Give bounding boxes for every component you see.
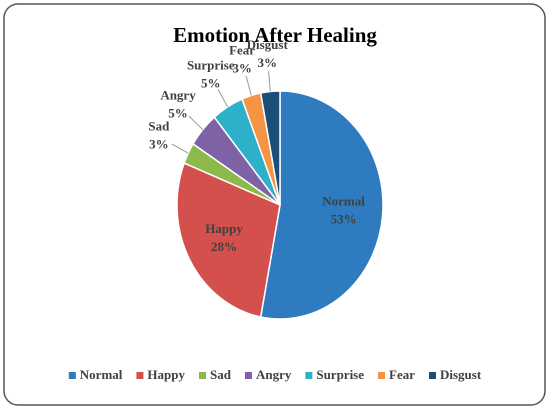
data-label-name: Fear	[229, 42, 255, 57]
legend-label: Normal	[80, 367, 123, 382]
legend-swatch	[136, 372, 144, 379]
leader-line	[268, 71, 271, 92]
pie-slice	[176, 162, 281, 318]
legend-swatch	[305, 372, 313, 379]
data-label: 3%	[257, 55, 277, 70]
data-label: 3%	[232, 60, 252, 75]
data-label-name: Normal	[322, 194, 365, 209]
leader-line	[188, 115, 204, 130]
data-label: 3%	[149, 137, 169, 152]
chart-title: Emotion After Healing	[173, 23, 377, 47]
legend-label: Sad	[210, 367, 232, 382]
pie-slice	[259, 90, 281, 206]
leader-line	[245, 75, 252, 96]
legend-label: Surprise	[316, 367, 364, 382]
leader-line	[217, 88, 229, 108]
legend-label: Fear	[389, 367, 415, 382]
leader-line	[171, 143, 189, 154]
data-label-name: Sad	[148, 119, 170, 134]
data-label-name: Surprise	[187, 57, 235, 72]
data-label-name: Angry	[160, 87, 196, 102]
legend-swatch	[68, 372, 76, 379]
pie-slice	[259, 90, 384, 320]
data-label: 28%	[211, 239, 237, 254]
data-label: 5%	[168, 105, 188, 120]
legend-label: Angry	[256, 367, 292, 382]
data-label-name: Disgust	[247, 37, 289, 52]
legend-swatch	[244, 372, 252, 379]
data-label: 53%	[331, 212, 357, 227]
legend-label: Happy	[147, 367, 185, 382]
legend-swatch	[429, 372, 437, 379]
data-label: 5%	[201, 75, 221, 90]
legend-label: Disgust	[440, 367, 482, 382]
legend-swatch	[198, 372, 206, 379]
data-label-name: Happy	[205, 221, 243, 236]
legend-swatch	[378, 372, 386, 379]
